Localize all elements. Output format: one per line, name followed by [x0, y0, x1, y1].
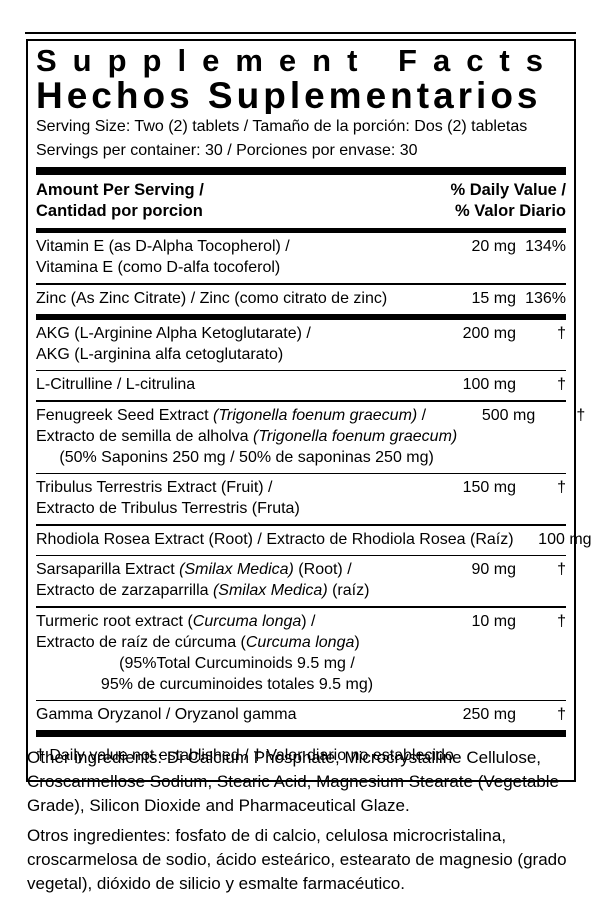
nutrient-name-line: AKG (L-arginina alfa cetoglutarato)	[36, 345, 284, 363]
nutrient-name: Gamma Oryzanol / Oryzanol gamma	[36, 704, 444, 725]
other-ingredients-es: Otros ingredientes: fosfato de di calcio…	[27, 826, 567, 893]
nutrient-row: Rhodiola Rosea Extract (Root) / Extracto…	[36, 526, 592, 555]
daily-value: †	[557, 612, 566, 630]
nutrient-name: Fenugreek Seed Extract (Trigonella foenu…	[36, 405, 463, 468]
nutrient-name: Rhodiola Rosea Extract (Root) / Extracto…	[36, 529, 520, 550]
nutrient-row: Gamma Oryzanol / Oryzanol gamma 250 mg †	[36, 701, 566, 730]
nutrient-name-line: Rhodiola Rosea Extract (Root) / Extracto…	[36, 530, 514, 548]
amount-value: 250 mg	[462, 706, 516, 723]
nutrient-row: AKG (L-Arginine Alpha Ketoglutarate) / AK…	[36, 320, 566, 370]
nutrient-name-line: (50% Saponins 250 mg / 50% de saponinas …	[59, 448, 434, 466]
dv-header-line2: % Valor Diario	[455, 202, 566, 220]
daily-value: †	[557, 561, 566, 578]
divider-thick-header	[36, 228, 566, 233]
row-divider-thin	[36, 283, 566, 285]
nutrient-row: Vitamin E (as D-Alpha Tocopherol) / Vitam…	[36, 233, 566, 283]
nutrient-row: Turmeric root extract (Curcuma longa) / E…	[36, 608, 566, 700]
row-divider-thin	[36, 472, 566, 474]
supplement-facts-panel: Supplement Facts Hechos Suplementarios S…	[26, 39, 592, 782]
nutrient-name-line: Extracto de zarzaparrilla (Smilax Medica…	[36, 582, 370, 599]
top-rule	[25, 32, 576, 34]
row-divider-thin	[36, 554, 566, 556]
nutrient-name: AKG (L-Arginine Alpha Ketoglutarate) / AK…	[36, 323, 444, 365]
daily-value-footnote: † Daily value not established / † Valor …	[36, 747, 454, 764]
row-divider-thin	[36, 400, 566, 402]
row-divider-thin	[36, 369, 566, 371]
nutrient-name-line: Turmeric root extract (Curcuma longa) /	[36, 612, 316, 630]
daily-value: †	[557, 479, 566, 496]
daily-value-header: % Daily Value / % Valor Diario	[450, 180, 566, 222]
serving-size-line: Serving Size: Two (2) tablets / Tamaño d…	[36, 118, 528, 135]
nutrient-row: Tribulus Terrestris Extract (Fruit) / Ext…	[36, 474, 566, 524]
nutrient-name-line: Extracto de raíz de cúrcuma (Curcuma lon…	[36, 633, 360, 651]
nutrient-name-line: L-Citrulline / L-citrulina	[36, 376, 196, 393]
other-ingredients-en: Other ingredients: Di Calcium Phosphate,…	[27, 748, 559, 815]
row-divider-thin	[36, 524, 566, 526]
nutrient-name-line: Sarsaparilla Extract (Smilax Medica) (Ro…	[36, 561, 352, 578]
nutrient-name-line: Gamma Oryzanol / Oryzanol gamma	[36, 706, 297, 723]
amount-value: 90 mg	[471, 561, 516, 578]
daily-value: †	[557, 324, 566, 342]
nutrient-row: Fenugreek Seed Extract (Trigonella foenu…	[36, 402, 585, 473]
amount-value: 20 mg	[471, 238, 516, 255]
amount-value: 500 mg	[481, 406, 536, 424]
nutrient-rows: Vitamin E (as D-Alpha Tocopherol) / Vitam…	[36, 233, 592, 730]
daily-value: 136%	[525, 289, 566, 307]
nutrient-name-line: Zinc (As Zinc Citrate) / Zinc (como citr…	[36, 289, 388, 307]
nutrient-name: Sarsaparilla Extract (Smilax Medica) (Ro…	[36, 559, 444, 601]
nutrient-row: L-Citrulline / L-citrulina 100 mg †	[36, 371, 566, 400]
nutrient-row: Zinc (As Zinc Citrate) / Zinc (como citr…	[36, 285, 566, 314]
nutrient-name-line: AKG (L-Arginine Alpha Ketoglutarate) /	[36, 324, 311, 342]
nutrient-name: Tribulus Terrestris Extract (Fruit) / Ext…	[36, 477, 444, 519]
nutrient-row: Sarsaparilla Extract (Smilax Medica) (Ro…	[36, 556, 566, 606]
daily-value: †	[576, 406, 586, 424]
amount-value: 200 mg	[462, 324, 516, 342]
nutrient-name-line: Extracto de Tribulus Terrestris (Fruta)	[36, 500, 300, 517]
amount-value: 10 mg	[471, 612, 516, 630]
amount-value: 150 mg	[462, 479, 516, 496]
daily-value: †	[557, 706, 566, 723]
dv-header-line1: % Daily Value /	[450, 181, 566, 199]
amount-per-serving-header: Amount Per Serving / Cantidad por porcio…	[36, 180, 204, 222]
row-divider-thin	[36, 699, 566, 701]
daily-value: †	[592, 529, 600, 550]
nutrient-name: L-Citrulline / L-citrulina	[36, 374, 444, 395]
servings-per-container-line: Servings per container: 30 / Porciones p…	[36, 142, 418, 159]
daily-value: 134%	[525, 238, 566, 255]
amount-value: 15 mg	[471, 289, 516, 307]
divider-thick-top	[36, 167, 566, 175]
nutrient-name-line: 95% de curcuminoides totales 9.5 mg)	[100, 675, 374, 693]
amount-value: 100 mg	[462, 376, 516, 393]
amount-header-line2: Cantidad por porcion	[36, 202, 203, 220]
row-divider-thin	[36, 606, 566, 608]
nutrient-name: Turmeric root extract (Curcuma longa) / E…	[36, 611, 444, 695]
nutrient-name-line: Extracto de semilla de alholva (Trigonel…	[36, 427, 458, 445]
nutrient-name: Vitamin E (as D-Alpha Tocopherol) / Vitam…	[36, 236, 444, 278]
daily-value: †	[557, 376, 566, 393]
nutrient-name-line: Vitamina E (como D-alfa tocoferol)	[36, 259, 281, 276]
column-header-row: Amount Per Serving / Cantidad por porcio…	[36, 175, 566, 228]
nutrient-name-line: Vitamin E (as D-Alpha Tocopherol) /	[36, 238, 290, 255]
row-divider-thick	[36, 313, 566, 320]
nutrient-name: Zinc (As Zinc Citrate) / Zinc (como citr…	[36, 288, 444, 309]
nutrient-name-line: Fenugreek Seed Extract (Trigonella foenu…	[36, 406, 427, 424]
amount-value: 100 mg	[538, 530, 592, 548]
divider-thick-bottom	[36, 730, 566, 737]
panel-title-es: Hechos Suplementarios	[36, 78, 542, 114]
nutrient-name-line: (95%Total Curcuminoids 9.5 mg /	[119, 654, 355, 672]
panel-title-en: Supplement Facts	[36, 44, 559, 78]
amount-header-line1: Amount Per Serving /	[36, 181, 204, 199]
nutrient-name-line: Tribulus Terrestris Extract (Fruit) /	[36, 479, 273, 496]
